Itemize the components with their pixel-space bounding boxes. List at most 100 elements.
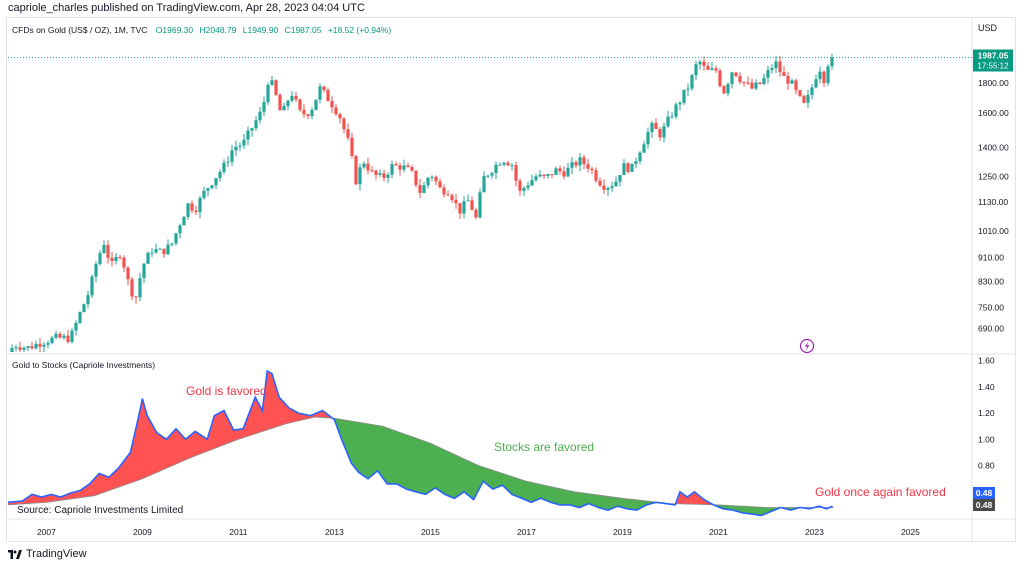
stocks-favored-fill — [333, 418, 677, 511]
price-legend[interactable]: CFDs on Gold (US$ / OZ), 1M, TVC O1969.3… — [12, 25, 391, 35]
annotation-gold-favored: Gold is favored — [186, 384, 267, 398]
candle-body — [394, 164, 398, 166]
candle-body — [46, 343, 50, 345]
indicator-title[interactable]: Gold to Stocks (Capriole Investments) — [12, 360, 155, 370]
gold-favored-fill — [8, 371, 334, 505]
candle-body — [230, 150, 234, 162]
candle-body — [38, 343, 42, 347]
candle-body — [430, 176, 434, 178]
candle-body — [706, 65, 710, 70]
candle-body — [622, 163, 626, 176]
ohlc-high: H2048.79 — [200, 25, 237, 35]
candle-body — [166, 244, 170, 255]
symbol-label: CFDs on Gold (US$ / OZ), 1M, TVC — [12, 25, 147, 35]
annotation-stocks-favored: Stocks are favored — [494, 440, 594, 454]
candle-body — [282, 105, 286, 111]
candle-body — [190, 203, 194, 211]
candle-body — [14, 347, 18, 349]
candle-body — [806, 94, 810, 103]
candle-body — [158, 248, 162, 250]
price-candles — [8, 53, 972, 352]
candle-body — [114, 257, 118, 261]
candle-body — [334, 107, 338, 115]
ohlc-open: O1969.30 — [156, 25, 194, 35]
candle-body — [346, 129, 350, 138]
price-tick-label: 750.00 — [978, 302, 1004, 312]
candle-body — [566, 167, 570, 177]
tradingview-logo[interactable]: TradingView — [8, 548, 87, 560]
candle-body — [286, 100, 290, 106]
candle-body — [586, 164, 590, 169]
time-tick-label: 2011 — [229, 527, 248, 537]
candle-body — [178, 225, 182, 234]
candle-body — [690, 75, 694, 89]
chart-frame — [6, 17, 1016, 542]
candle-body — [410, 167, 414, 171]
candle-body — [150, 252, 154, 254]
candle-body — [710, 68, 714, 70]
candle-body — [714, 68, 718, 71]
candle-body — [250, 128, 254, 131]
candle-body — [278, 94, 282, 111]
candle-body — [522, 187, 526, 191]
candle-body — [90, 276, 94, 296]
time-tick-label: 2015 — [421, 527, 440, 537]
candle-body — [446, 194, 450, 196]
candle-body — [786, 75, 790, 84]
candle-body — [546, 174, 550, 177]
candle-body — [426, 177, 430, 186]
candle-body — [742, 81, 746, 83]
candle-body — [782, 72, 786, 76]
candle-body — [674, 104, 678, 117]
candle-body — [642, 144, 646, 153]
candle-body — [718, 70, 722, 87]
candle-body — [734, 72, 738, 77]
candle-body — [526, 185, 530, 188]
candle-body — [258, 111, 262, 121]
candle-body — [462, 201, 466, 214]
candle-body — [42, 344, 46, 347]
candle-body — [610, 186, 614, 189]
ohlc-change: +18.52 (+0.94%) — [328, 25, 391, 35]
candle-body — [530, 180, 534, 186]
candle-body — [226, 161, 230, 163]
candle-body — [54, 333, 58, 338]
price-axis[interactable]: 2000.001800.001600.001400.001250.001130.… — [978, 51, 1009, 334]
candle-body — [266, 84, 270, 103]
annotation-source: Source: Capriole Investments Limited — [17, 505, 183, 516]
candle-body — [66, 335, 70, 342]
candle-body — [758, 82, 762, 84]
candle-body — [754, 82, 758, 89]
candle-body — [110, 257, 114, 261]
candle-body — [310, 109, 314, 116]
candle-body — [722, 86, 726, 94]
candle-body — [502, 162, 506, 165]
ohlc-close: C1987.05 — [285, 25, 322, 35]
last-price-badge: 1987.05 17:55:12 — [973, 49, 1013, 72]
candle-body — [438, 181, 442, 188]
publisher-caption: capriole_charles published on TradingVie… — [8, 2, 365, 14]
candle-body — [678, 102, 682, 105]
candle-body — [362, 163, 366, 168]
price-tick-label: 1800.00 — [978, 78, 1009, 88]
time-axis[interactable]: 2007 2009 2011 2013 2015 2017 2019 2021 2023 2025 — [37, 527, 920, 537]
candle-body — [746, 82, 750, 84]
candle-body — [378, 173, 382, 175]
candle-body — [494, 164, 498, 174]
candle-body — [342, 118, 346, 130]
candle-body — [506, 162, 510, 166]
candle-body — [370, 170, 374, 172]
candle-body — [634, 161, 638, 164]
lightning-icon[interactable] — [799, 338, 815, 354]
candle-body — [670, 116, 674, 118]
candle-body — [658, 128, 662, 138]
time-tick-label: 2021 — [709, 527, 728, 537]
candle-body — [654, 122, 658, 129]
indicator-axis[interactable]: 1.601.401.201.000.800.60 — [978, 356, 995, 497]
candle-body — [94, 263, 98, 277]
candle-body — [142, 263, 146, 279]
candle-body — [542, 174, 546, 177]
candle-body — [182, 216, 186, 226]
candle-body — [778, 61, 782, 73]
